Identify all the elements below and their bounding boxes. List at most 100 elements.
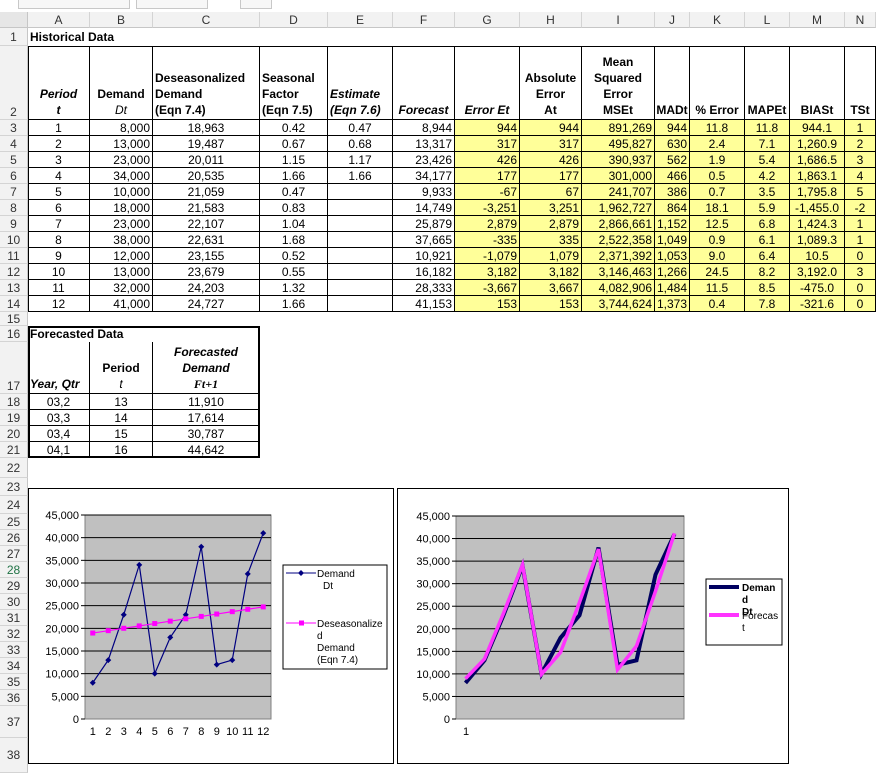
- forecast-table-cell[interactable]: 14: [90, 410, 153, 426]
- row-header-5[interactable]: 5: [0, 152, 28, 168]
- column-header-f[interactable]: F: [393, 12, 455, 28]
- row-header-32[interactable]: 32: [0, 626, 28, 642]
- table-cell[interactable]: 12,000: [90, 248, 153, 264]
- table-cell[interactable]: 0.67: [260, 136, 328, 152]
- select-all-corner[interactable]: [0, 12, 28, 28]
- table-cell[interactable]: 495,827: [582, 136, 655, 152]
- table-cell[interactable]: -3,251: [455, 200, 520, 216]
- table-cell[interactable]: 1,089.3: [790, 232, 845, 248]
- row-header-3[interactable]: 3: [0, 120, 28, 136]
- row-header-1[interactable]: 1: [0, 28, 28, 46]
- table-cell[interactable]: 1,260.9: [790, 136, 845, 152]
- table-cell[interactable]: 944: [520, 120, 582, 136]
- table-cell[interactable]: 944: [455, 120, 520, 136]
- table-cell[interactable]: 0.83: [260, 200, 328, 216]
- table-cell[interactable]: 390,937: [582, 152, 655, 168]
- table-cell[interactable]: -1,079: [455, 248, 520, 264]
- table-cell[interactable]: 0.47: [328, 120, 393, 136]
- table-cell[interactable]: 2,879: [520, 216, 582, 232]
- column-header-c[interactable]: C: [153, 12, 260, 28]
- table-cell[interactable]: 3,667: [520, 280, 582, 296]
- table-cell[interactable]: 562: [655, 152, 690, 168]
- table-cell[interactable]: 18,000: [90, 200, 153, 216]
- table-cell[interactable]: 8,944: [393, 120, 455, 136]
- table-cell[interactable]: 19,487: [153, 136, 260, 152]
- forecast-table-cell[interactable]: 03,4: [28, 426, 90, 442]
- table-cell[interactable]: 1,863.1: [790, 168, 845, 184]
- table-cell[interactable]: 0.52: [260, 248, 328, 264]
- row-header-24[interactable]: 24: [0, 496, 28, 514]
- table-cell[interactable]: 1,795.8: [790, 184, 845, 200]
- table-cell[interactable]: 3: [845, 152, 876, 168]
- table-cell[interactable]: 5: [845, 184, 876, 200]
- table-cell[interactable]: 3.5: [745, 184, 790, 200]
- table-cell[interactable]: 630: [655, 136, 690, 152]
- column-header-j[interactable]: J: [655, 12, 690, 28]
- table-cell[interactable]: 0.4: [690, 296, 745, 312]
- table-cell[interactable]: 0.42: [260, 120, 328, 136]
- table-cell[interactable]: 1: [845, 216, 876, 232]
- row-header-28[interactable]: 28: [0, 562, 28, 578]
- table-cell[interactable]: 1: [28, 120, 90, 136]
- table-cell[interactable]: 4.2: [745, 168, 790, 184]
- row-header-11[interactable]: 11: [0, 248, 28, 264]
- row-header-7[interactable]: 7: [0, 184, 28, 200]
- table-cell[interactable]: 13,000: [90, 136, 153, 152]
- header-year-qtr[interactable]: Year, Qtr: [28, 342, 90, 394]
- table-cell[interactable]: [328, 296, 393, 312]
- chart-demand-forecast[interactable]: 0 5,000 10,000 15,000 20,000 25,000 30,000 35,0…: [397, 488, 789, 764]
- header-mad[interactable]: MADt: [655, 46, 690, 120]
- row-header-20[interactable]: 20: [0, 426, 28, 442]
- table-cell[interactable]: 22,631: [153, 232, 260, 248]
- table-cell[interactable]: 944: [655, 120, 690, 136]
- table-cell[interactable]: 7.8: [745, 296, 790, 312]
- table-cell[interactable]: 864: [655, 200, 690, 216]
- table-cell[interactable]: 67: [520, 184, 582, 200]
- header-mape[interactable]: MAPEt: [745, 46, 790, 120]
- column-header-n[interactable]: N: [845, 12, 876, 28]
- table-cell[interactable]: 6.1: [745, 232, 790, 248]
- table-cell[interactable]: 1.66: [260, 168, 328, 184]
- header-mse[interactable]: Mean Squared Error MSEt: [582, 46, 655, 120]
- row-header-18[interactable]: 18: [0, 394, 28, 410]
- table-cell[interactable]: 153: [520, 296, 582, 312]
- header-forecasted-demand[interactable]: Forecasted Demand Ft+1: [153, 342, 260, 394]
- table-cell[interactable]: 12: [28, 296, 90, 312]
- column-header-l[interactable]: L: [745, 12, 790, 28]
- header-pct-error[interactable]: % Error: [690, 46, 745, 120]
- table-cell[interactable]: 1.15: [260, 152, 328, 168]
- table-cell[interactable]: 1: [845, 232, 876, 248]
- table-cell[interactable]: 426: [520, 152, 582, 168]
- row-header-21[interactable]: 21: [0, 442, 28, 458]
- table-cell[interactable]: 3: [28, 152, 90, 168]
- table-cell[interactable]: 3,192.0: [790, 264, 845, 280]
- table-cell[interactable]: 20,011: [153, 152, 260, 168]
- forecast-table-cell[interactable]: 03,2: [28, 394, 90, 410]
- table-cell[interactable]: 23,155: [153, 248, 260, 264]
- table-cell[interactable]: 10,000: [90, 184, 153, 200]
- row-header-34[interactable]: 34: [0, 658, 28, 674]
- table-cell[interactable]: 1.66: [328, 168, 393, 184]
- row-header-38[interactable]: 38: [0, 738, 28, 773]
- table-cell[interactable]: 466: [655, 168, 690, 184]
- table-cell[interactable]: 11.5: [690, 280, 745, 296]
- header-bias[interactable]: BIASt: [790, 46, 845, 120]
- row-header-6[interactable]: 6: [0, 168, 28, 184]
- row-header-17[interactable]: 17: [0, 342, 28, 394]
- table-cell[interactable]: 3,744,624: [582, 296, 655, 312]
- table-cell[interactable]: 1.9: [690, 152, 745, 168]
- header-absolute-error[interactable]: Absolute Error At: [520, 46, 582, 120]
- table-cell[interactable]: 1.17: [328, 152, 393, 168]
- row-header-13[interactable]: 13: [0, 280, 28, 296]
- header-period[interactable]: Period t: [28, 46, 90, 120]
- table-cell[interactable]: -321.6: [790, 296, 845, 312]
- row-header-8[interactable]: 8: [0, 200, 28, 216]
- table-cell[interactable]: 23,000: [90, 216, 153, 232]
- table-cell[interactable]: 2: [845, 136, 876, 152]
- row-header-33[interactable]: 33: [0, 642, 28, 658]
- table-cell[interactable]: [328, 264, 393, 280]
- row-header-14[interactable]: 14: [0, 296, 28, 312]
- column-header-e[interactable]: E: [328, 12, 393, 28]
- table-cell[interactable]: 301,000: [582, 168, 655, 184]
- table-cell[interactable]: 1,053: [655, 248, 690, 264]
